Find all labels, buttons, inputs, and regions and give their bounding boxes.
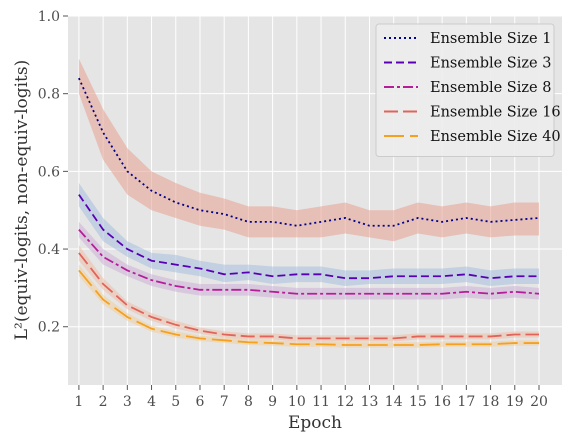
legend-label-series-1: Ensemble Size 1 xyxy=(430,31,551,47)
y-axis-label: L²(equiv-logits, non-equiv-logits) xyxy=(12,60,32,341)
x-tick-label: 11 xyxy=(312,394,330,410)
x-tick-label: 18 xyxy=(482,394,500,410)
x-axis-ticks: 1 2 3 4 5 6 7 8 9 10 11 12 13 14 15 16 17 18 19 20 xyxy=(74,385,548,410)
legend-box xyxy=(375,23,555,157)
series-line-2 xyxy=(78,194,539,280)
y-tick-label: 1.0 xyxy=(38,9,60,25)
x-tick-label: 1 xyxy=(74,394,83,410)
series-line-1 xyxy=(78,77,540,227)
x-tick-label: 15 xyxy=(409,394,427,410)
x-axis-label: Epoch xyxy=(288,413,342,433)
legend-label-series-4: Ensemble Size 16 xyxy=(430,105,561,121)
x-tick-label: 8 xyxy=(244,394,253,410)
x-tick-label: 5 xyxy=(171,394,180,410)
x-tick-label: 12 xyxy=(336,394,354,410)
legend-label-series-5: Ensemble Size 40 xyxy=(430,129,561,145)
confidence-band-series-3 xyxy=(78,221,539,300)
x-tick-label: 10 xyxy=(288,394,306,410)
x-tick-label: 7 xyxy=(220,394,229,410)
x-tick-label: 14 xyxy=(385,394,403,410)
x-tick-label: 16 xyxy=(433,394,451,410)
y-tick-label: 0.4 xyxy=(38,242,60,258)
y-tick-label: 0.6 xyxy=(38,164,60,180)
confidence-bands xyxy=(78,58,539,348)
x-tick-label: 3 xyxy=(123,394,132,410)
x-tick-label: 6 xyxy=(196,394,205,410)
series-lines xyxy=(78,77,540,346)
series-line-3 xyxy=(78,229,540,295)
x-tick-label: 13 xyxy=(361,394,379,410)
y-tick-label: 0.8 xyxy=(38,87,60,103)
legend-label-series-2: Ensemble Size 3 xyxy=(430,56,551,72)
series-line-4 xyxy=(78,252,539,340)
x-tick-label: 9 xyxy=(268,394,277,410)
y-tick-label: 0.2 xyxy=(38,320,60,336)
y-axis-ticks: 0.2 0.4 0.6 0.8 1.0 xyxy=(38,9,68,336)
x-tick-label: 2 xyxy=(99,394,108,410)
x-tick-label: 17 xyxy=(457,394,475,410)
x-tick-label: 20 xyxy=(530,394,548,410)
legend-label-series-3: Ensemble Size 8 xyxy=(430,80,551,96)
x-tick-label: 4 xyxy=(147,394,156,410)
confidence-band-series-1 xyxy=(78,58,539,242)
confidence-band-series-2 xyxy=(78,183,539,286)
series-line-5 xyxy=(78,269,539,346)
legend: Ensemble Size 1 Ensemble Size 3 Ensemble S… xyxy=(375,23,561,157)
x-tick-label: 19 xyxy=(506,394,524,410)
